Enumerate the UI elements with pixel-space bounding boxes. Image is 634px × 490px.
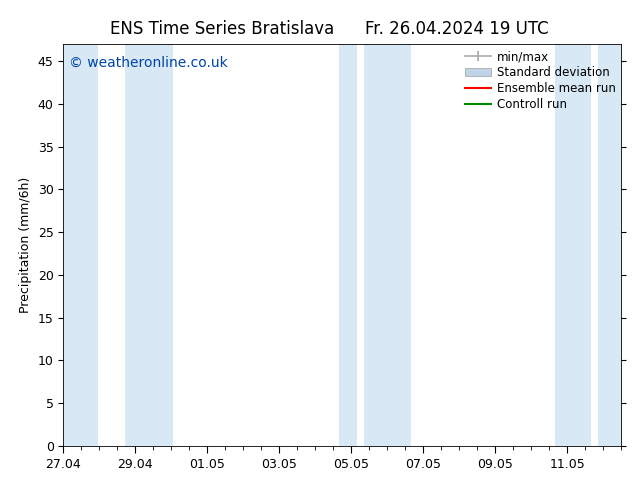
Text: Fr. 26.04.2024 19 UTC: Fr. 26.04.2024 19 UTC (365, 20, 548, 38)
Bar (598, 44, 621, 446)
Bar (63, 44, 98, 446)
Text: ENS Time Series Bratislava: ENS Time Series Bratislava (110, 20, 334, 38)
Legend: min/max, Standard deviation, Ensemble mean run, Controll run: min/max, Standard deviation, Ensemble me… (462, 48, 618, 113)
Bar (125, 44, 173, 446)
Text: © weatheronline.co.uk: © weatheronline.co.uk (69, 56, 228, 70)
Bar (364, 44, 411, 446)
Bar (555, 44, 591, 446)
Bar (339, 44, 357, 446)
Y-axis label: Precipitation (mm/6h): Precipitation (mm/6h) (19, 177, 32, 313)
